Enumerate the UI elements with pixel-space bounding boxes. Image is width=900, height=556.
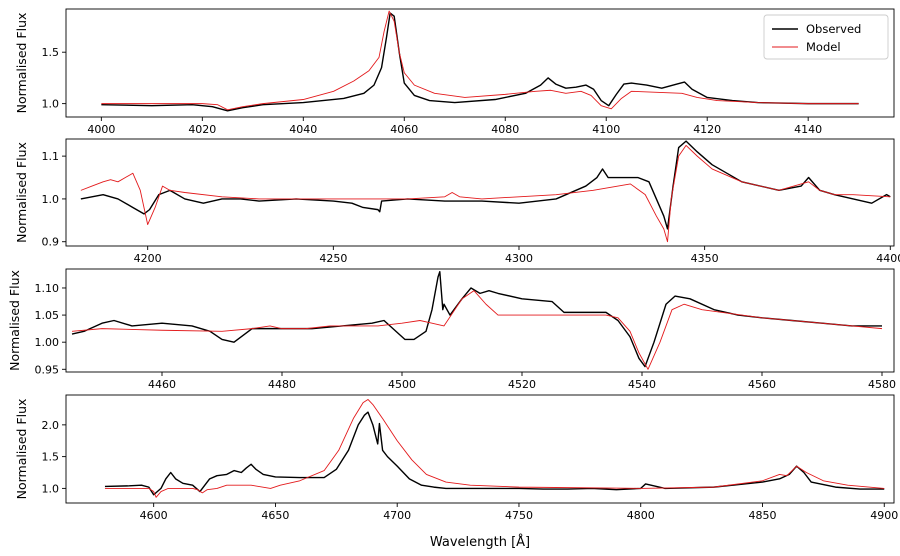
axes-frame	[65, 268, 895, 373]
x-tick-label: 4060	[390, 123, 418, 136]
y-tick-label: 1.00	[35, 336, 60, 349]
x-tick-label: 4850	[748, 509, 776, 522]
legend-label-model: Model	[806, 40, 841, 54]
y-axis-label: Normalised Flux	[7, 270, 22, 371]
y-axis-label: Normalised Flux	[14, 399, 29, 500]
y-tick-label: 1.0	[42, 193, 60, 206]
x-tick-label: 4140	[794, 123, 822, 136]
series-observed-line	[101, 12, 859, 112]
x-axis-label: Wavelength [Å]	[430, 534, 530, 550]
series-observed-line	[71, 271, 882, 368]
x-tick-label: 4250	[319, 252, 347, 265]
y-axis-label: Normalised Flux	[14, 142, 29, 243]
legend-box	[763, 14, 889, 60]
x-tick-label: 4750	[505, 509, 533, 522]
x-tick-label: 4480	[268, 378, 296, 391]
y-tick-label: 1.1	[42, 150, 60, 163]
x-tick-label: 4200	[134, 252, 162, 265]
y-axis-label: Normalised Flux	[14, 13, 29, 114]
x-tick-label: 4900	[870, 509, 898, 522]
x-tick-label: 4560	[748, 378, 776, 391]
x-tick-label: 4540	[628, 378, 656, 391]
x-tick-label: 4600	[140, 509, 168, 522]
x-tick-label: 4020	[188, 123, 216, 136]
x-tick-label: 4700	[383, 509, 411, 522]
x-tick-label: 4650	[261, 509, 289, 522]
x-tick-label: 4460	[148, 378, 176, 391]
x-tick-label: 4080	[491, 123, 519, 136]
x-tick-label: 4520	[508, 378, 536, 391]
y-tick-label: 0.95	[35, 363, 60, 376]
x-tick-label: 4040	[289, 123, 317, 136]
x-tick-label: 4500	[388, 378, 416, 391]
x-tick-label: 4350	[691, 252, 719, 265]
x-tick-label: 4100	[592, 123, 620, 136]
legend-label-observed: Observed	[806, 22, 861, 36]
y-tick-label: 1.5	[42, 451, 60, 464]
panel-4: 4600 4650 4700 4750 4800 4850 4900 1.0 1.5 2.0 Nor…	[14, 394, 898, 522]
y-tick-label: 1.10	[35, 282, 60, 295]
series-model-line	[101, 10, 859, 111]
x-tick-label: 4800	[627, 509, 655, 522]
y-tick-label: 1.5	[42, 46, 60, 59]
x-tick-label: 4580	[868, 378, 896, 391]
x-tick-label: 4000	[87, 123, 115, 136]
series-model-line	[80, 144, 891, 243]
axes-frame	[65, 138, 895, 247]
x-tick-label: 4300	[505, 252, 533, 265]
y-tick-label: 1.05	[35, 309, 60, 322]
series-model-line	[71, 290, 883, 370]
panel-3: 4460 4480 4500 4520 4540 4560 4580 0.95 1.00 1.05…	[7, 268, 896, 391]
legend: Observed Model	[763, 14, 889, 60]
panel-1: 4000 4020 4040 4060 4080 4100 4120 4140 1.0 1.5 No…	[14, 8, 895, 136]
y-tick-label: 1.0	[42, 482, 60, 495]
y-tick-label: 1.0	[42, 98, 60, 111]
series-model-line	[104, 399, 885, 498]
axes-frame	[65, 8, 895, 118]
y-tick-label: 0.9	[42, 236, 60, 249]
y-tick-label: 2.0	[42, 419, 60, 432]
x-tick-label: 4120	[693, 123, 721, 136]
axes-frame	[65, 394, 895, 504]
